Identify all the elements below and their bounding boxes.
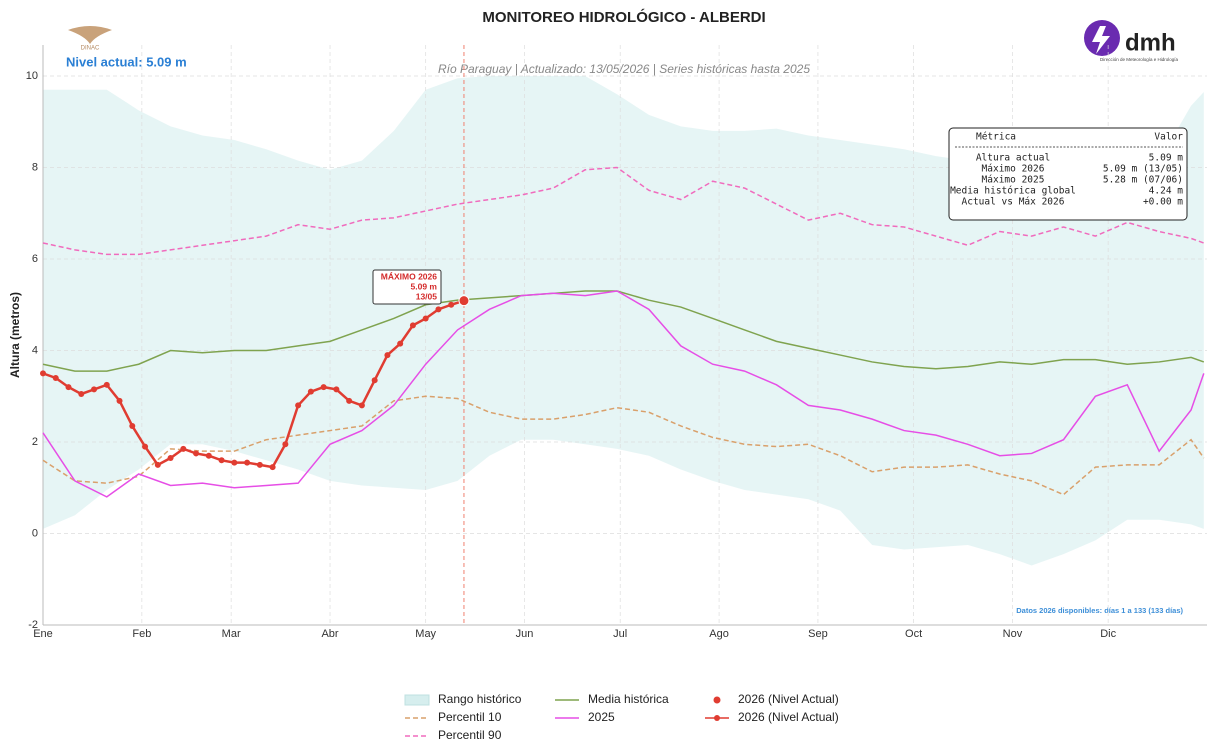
logo-text: DINAC bbox=[81, 46, 100, 52]
data-point bbox=[409, 322, 416, 329]
table-cell: 5.28 m (07/06) bbox=[1103, 175, 1183, 186]
data-point bbox=[435, 306, 442, 313]
metrics-box bbox=[948, 127, 1188, 221]
y-tick-label: 2 bbox=[32, 436, 38, 448]
annotation-text: 13/05 bbox=[416, 291, 438, 301]
y-tick-label: 8 bbox=[32, 161, 38, 173]
annotation-text: 5.09 m bbox=[411, 281, 438, 291]
data-point bbox=[129, 422, 136, 429]
data-point bbox=[346, 397, 353, 404]
table-cell: Máximo 2026 bbox=[982, 164, 1045, 175]
data-point bbox=[358, 402, 365, 409]
table-header: Valor bbox=[1154, 132, 1183, 143]
data-point bbox=[244, 459, 251, 466]
x-tick-label: Oct bbox=[905, 628, 922, 640]
annotation-box bbox=[372, 269, 442, 305]
series-line bbox=[42, 290, 1205, 372]
footnote: Datos 2026 disponibles: días 1 a 133 (13… bbox=[1016, 606, 1183, 615]
table-cell: Actual vs Máx 2026 bbox=[962, 197, 1065, 208]
legend-label: 2026 (Nivel Actual) bbox=[738, 692, 839, 706]
data-point bbox=[52, 374, 59, 381]
logo-right: dmh Dirección de Meteorología e Hidrolog… bbox=[1084, 20, 1179, 62]
data-point bbox=[154, 461, 161, 468]
logo-subtext: Dirección de Meteorología e Hidrología bbox=[1100, 57, 1179, 62]
data-point bbox=[40, 370, 46, 377]
table-cell: Altura actual bbox=[976, 153, 1050, 164]
data-point bbox=[116, 397, 123, 404]
x-tick-label: Feb bbox=[132, 628, 151, 640]
data-point bbox=[397, 340, 404, 347]
legend-swatch bbox=[713, 696, 721, 704]
table-cell: Media histórica global bbox=[950, 186, 1076, 197]
x-tick-label: Abr bbox=[321, 628, 338, 640]
logo-wings bbox=[68, 26, 112, 44]
table-cell: +0.00 m bbox=[1143, 197, 1183, 208]
data-point bbox=[256, 461, 263, 468]
data-point bbox=[205, 452, 212, 459]
data-point bbox=[142, 443, 149, 450]
logo-left: DINAC bbox=[68, 26, 112, 52]
legend-label: Media histórica bbox=[588, 692, 669, 706]
data-point bbox=[218, 457, 225, 464]
legend-label: Percentil 90 bbox=[438, 728, 502, 742]
y-tick-label: 0 bbox=[32, 527, 38, 539]
table-cell: 5.09 m (13/05) bbox=[1103, 164, 1183, 175]
data-point bbox=[333, 386, 340, 393]
data-point bbox=[167, 455, 174, 462]
data-point bbox=[448, 301, 455, 308]
table-cell: 4.24 m bbox=[1149, 186, 1184, 197]
data-point bbox=[371, 377, 378, 384]
data-point bbox=[384, 352, 391, 359]
y-axis-title: Altura (metros) bbox=[8, 292, 22, 378]
data-point bbox=[295, 402, 302, 409]
data-point bbox=[422, 315, 429, 322]
data-point bbox=[193, 450, 200, 457]
series-line bbox=[42, 290, 1205, 498]
data-point bbox=[458, 295, 470, 307]
legend-label: Percentil 10 bbox=[438, 710, 502, 724]
x-tick-label: Nov bbox=[1003, 628, 1023, 640]
y-tick-label: 6 bbox=[32, 253, 38, 265]
x-tick-label: Jun bbox=[516, 628, 534, 640]
x-tick-label: Jul bbox=[613, 628, 627, 640]
data-point bbox=[269, 464, 276, 471]
data-point bbox=[91, 386, 98, 393]
legend-swatch bbox=[404, 694, 430, 706]
data-point bbox=[282, 441, 289, 448]
table-header: Métrica bbox=[976, 132, 1016, 143]
data-point bbox=[320, 384, 327, 391]
logo-bolt bbox=[1092, 26, 1110, 54]
current-level: Nivel actual: 5.09 m bbox=[66, 54, 187, 69]
x-tick-label: Ene bbox=[33, 628, 53, 640]
series-line bbox=[42, 299, 465, 469]
legend-label: Rango histórico bbox=[438, 692, 522, 706]
y-tick-label: -2 bbox=[28, 619, 38, 631]
x-tick-label: Ago bbox=[709, 628, 729, 640]
subtitle: Río Paraguay | Actualizado: 13/05/2026 |… bbox=[438, 62, 810, 76]
data-point bbox=[103, 381, 110, 388]
data-point bbox=[78, 390, 85, 397]
data-point bbox=[65, 384, 72, 391]
y-tick-label: 4 bbox=[32, 344, 38, 356]
data-point bbox=[307, 388, 314, 395]
x-tick-label: Mar bbox=[222, 628, 241, 640]
x-tick-label: Sep bbox=[808, 628, 828, 640]
series-line bbox=[42, 166, 1205, 256]
table-cell: 5.09 m bbox=[1149, 153, 1184, 164]
table-cell: Máximo 2025 bbox=[982, 175, 1045, 186]
x-tick-label: May bbox=[415, 628, 436, 640]
legend-label: 2026 (Nivel Actual) bbox=[738, 710, 839, 724]
x-tick-label: Dic bbox=[1100, 628, 1116, 640]
legend-label: 2025 bbox=[588, 710, 615, 724]
logo-text: dmh bbox=[1125, 29, 1176, 56]
annotation-text: MÁXIMO 2026 bbox=[381, 271, 437, 281]
y-tick-label: 10 bbox=[26, 70, 38, 82]
data-point bbox=[180, 445, 187, 452]
series-line bbox=[42, 395, 1205, 496]
data-point bbox=[231, 459, 238, 466]
chart-title: MONITOREO HIDROLÓGICO - ALBERDI bbox=[482, 8, 765, 26]
legend-swatch bbox=[714, 715, 720, 721]
